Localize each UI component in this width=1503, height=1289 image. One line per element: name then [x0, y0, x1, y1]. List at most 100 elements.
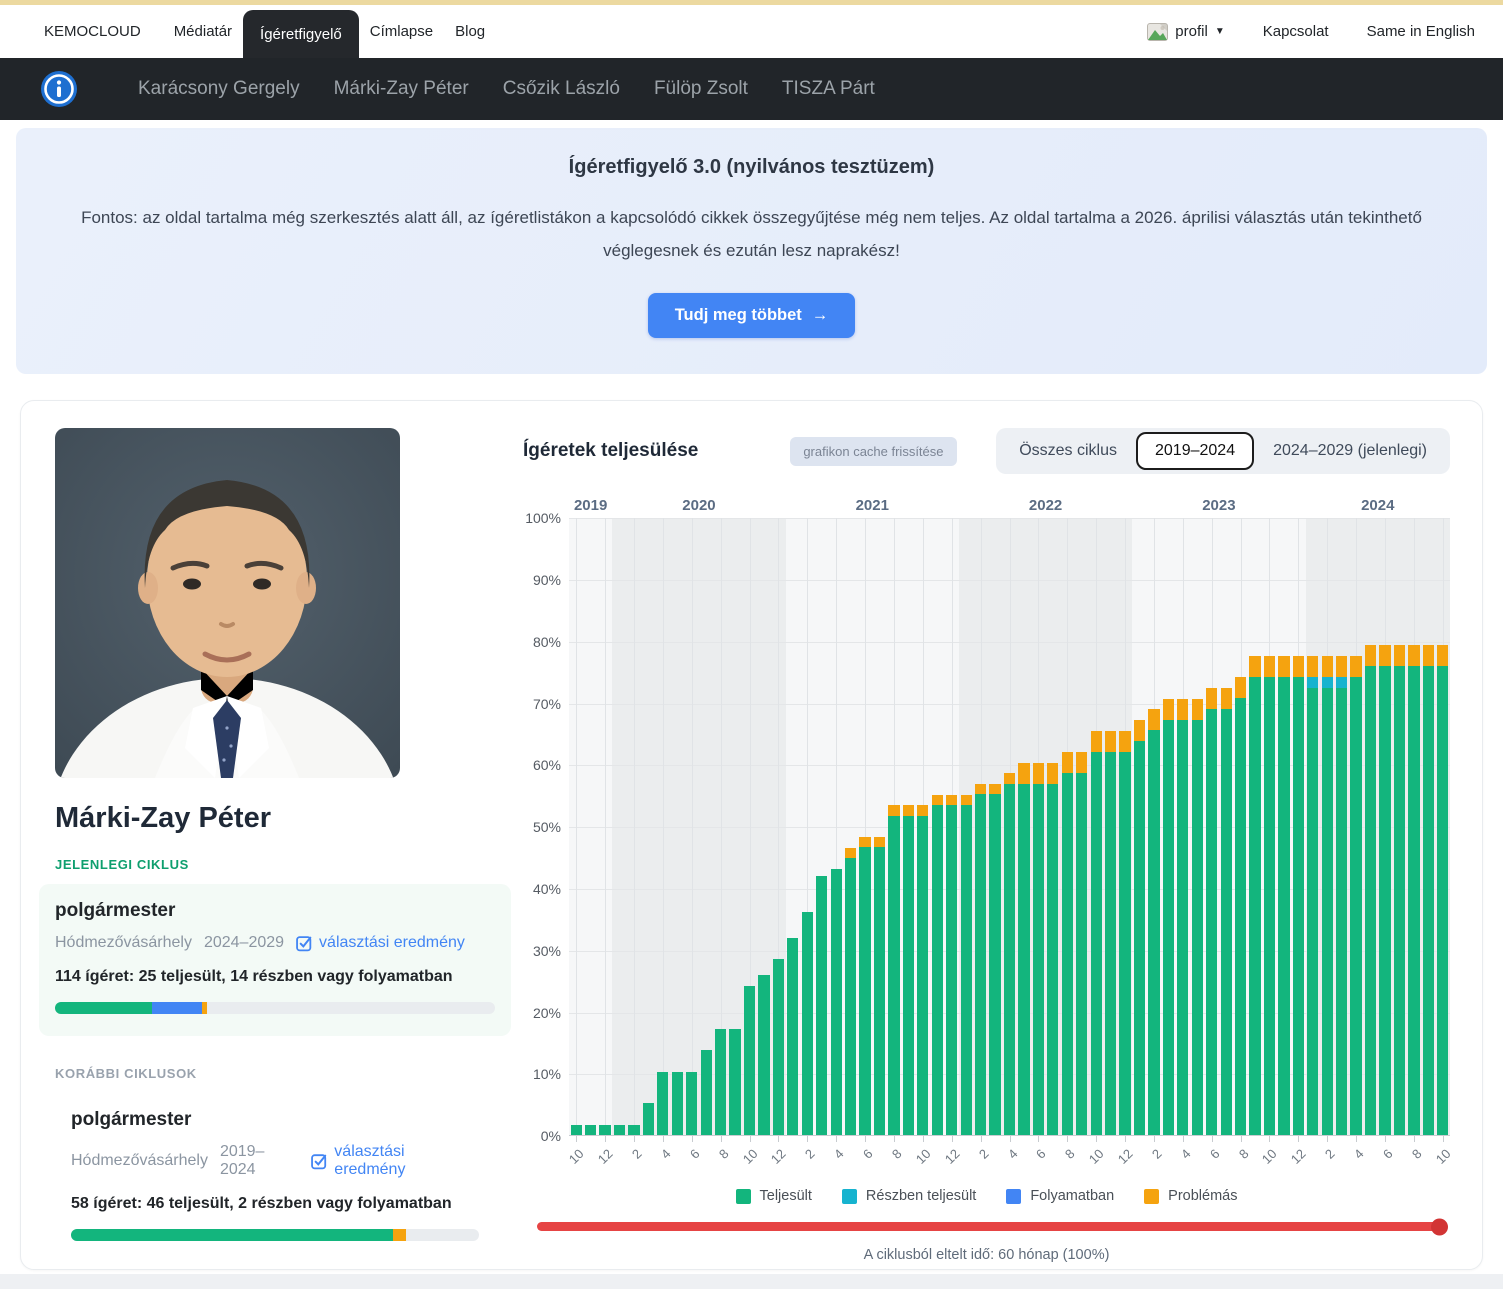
bar-segment — [1292, 677, 1304, 1136]
bar-month-10 — [1263, 656, 1276, 1136]
bar-segment — [1263, 656, 1276, 678]
bar-month-6 — [1379, 645, 1391, 1136]
topbar-item-ígéretfigyelő[interactable]: Ígéretfigyelő — [243, 10, 359, 58]
x-tick — [662, 1136, 664, 1143]
bar-segment — [902, 815, 915, 1136]
bar-segment — [1003, 783, 1016, 1136]
slider-handle[interactable] — [1431, 1218, 1448, 1236]
x-tick — [633, 1136, 635, 1143]
bar-month-11 — [1104, 730, 1117, 1136]
city: Hódmezővásárhely — [71, 1152, 208, 1170]
bar-month-10 — [1090, 730, 1102, 1136]
portrait-photo — [55, 428, 400, 779]
bar-month-8 — [1408, 645, 1420, 1136]
bar-segment — [888, 805, 900, 816]
bar-segment — [642, 1103, 655, 1136]
tab-2019-2024[interactable]: 2019–2024 — [1136, 432, 1255, 471]
bar-segment — [989, 783, 1001, 795]
arrow-right-icon: → — [811, 306, 829, 325]
period: 2019–2024 — [219, 1143, 265, 1179]
bar-segment — [1148, 730, 1160, 1136]
x-tick-label: 12 — [941, 1146, 963, 1168]
bar-segment — [1321, 677, 1333, 688]
chart-title: Ígéretek teljesülése — [523, 440, 699, 462]
legend-item-folyamatban[interactable]: Folyamatban — [1006, 1188, 1114, 1204]
x-tick-label: 8 — [888, 1146, 905, 1163]
bar-month-5 — [1364, 645, 1377, 1136]
nav-link-tisza-p-rt[interactable]: TISZA Párt — [781, 78, 875, 99]
bar-segment — [585, 1124, 597, 1136]
x-tick — [576, 1136, 578, 1143]
nav-link-m-rki-zay-p-ter[interactable]: Márki-Zay Péter — [333, 78, 469, 99]
bar-segment — [1336, 677, 1348, 688]
bar-month-1 — [1307, 656, 1319, 1136]
bar-month-5 — [1018, 762, 1030, 1136]
profil-menu[interactable]: profil ▼ — [1147, 22, 1225, 41]
bar-segment — [657, 1071, 669, 1136]
tab--sszes-ciklus[interactable]: Összes ciklus — [1019, 442, 1117, 460]
legend-item-r-szben-teljes-lt[interactable]: Részben teljesült — [841, 1188, 976, 1204]
bar-month-9 — [1076, 752, 1088, 1136]
bar-segment — [873, 836, 886, 848]
year-label-2019: 2019 — [573, 497, 608, 515]
bar-month-11 — [585, 1124, 597, 1136]
election-result-link[interactable]: választási eredmény — [296, 934, 465, 952]
person-name: Márki-Zay Péter — [55, 802, 271, 835]
topbar-item-blog[interactable]: Blog — [455, 23, 486, 40]
topbar-link-kapcsolat[interactable]: Kapcsolat — [1262, 23, 1329, 40]
bar-month-8 — [888, 805, 900, 1136]
bar-segment — [613, 1124, 626, 1136]
nav-link-cs-zik-l-szl-[interactable]: Csőzik László — [502, 78, 620, 99]
progress-segment — [55, 1002, 152, 1015]
y-tick-label: 80% — [532, 633, 561, 650]
gridline — [807, 518, 809, 1136]
bar-segment — [1379, 645, 1391, 667]
x-tick-label: 10 — [1432, 1146, 1454, 1168]
legend-item-probl-m-s[interactable]: Problémás — [1144, 1188, 1237, 1204]
bar-month-3 — [642, 1103, 655, 1136]
topbar-link-english[interactable]: Same in English — [1366, 23, 1475, 40]
bar-segment — [1336, 687, 1348, 1136]
bar-month-5 — [1191, 698, 1203, 1136]
bar-month-11 — [758, 975, 770, 1136]
bar-segment — [1249, 677, 1261, 1136]
bar-segment — [1408, 645, 1420, 667]
bar-segment — [888, 815, 900, 1136]
bar-segment — [1336, 656, 1348, 678]
nav-link-f-l-p-zsolt[interactable]: Fülöp Zsolt — [653, 78, 748, 99]
nav-link-kar-csony-gergely[interactable]: Karácsony Gergely — [138, 78, 300, 99]
bar-segment — [1191, 719, 1203, 1136]
current-cycle-card: polgármester Hódmezővásárhely 2024–2029 … — [39, 884, 511, 1037]
refresh-cache-button[interactable]: grafikon cache frissítése — [790, 436, 957, 466]
brand-kemocloud[interactable]: KEMOCLOUD — [44, 23, 141, 40]
x-tick — [865, 1136, 867, 1143]
bar-segment — [1177, 719, 1189, 1136]
x-tick-label: 2 — [975, 1146, 992, 1163]
bar-segment — [844, 858, 857, 1136]
tab-2024-2029-jelenlegi-[interactable]: 2024–2029 (jelenlegi) — [1273, 442, 1427, 460]
info-icon[interactable] — [40, 70, 78, 108]
legend-item-teljes-lt[interactable]: Teljesült — [735, 1188, 812, 1204]
x-tick-label: 4 — [1177, 1146, 1194, 1163]
legend-swatch — [841, 1188, 857, 1204]
election-result-link[interactable]: választási eredmény — [311, 1143, 479, 1179]
bar-segment — [917, 815, 929, 1136]
bar-segment — [1003, 773, 1016, 784]
bar-segment — [1032, 762, 1044, 784]
time-slider[interactable] — [537, 1218, 1448, 1236]
bar-month-7 — [1220, 687, 1232, 1136]
learn-more-button[interactable]: Tudj meg többet → — [647, 293, 856, 339]
topbar-item-médiatár[interactable]: Médiatár — [173, 23, 233, 40]
x-tick-label: 4 — [1350, 1146, 1367, 1163]
politician-navbar: Karácsony Gergely Márki-Zay Péter Csőzik L… — [0, 58, 1503, 120]
bar-month-6 — [859, 836, 871, 1136]
progress-segment — [71, 1229, 393, 1242]
gridline — [662, 518, 664, 1136]
slider-caption: A ciklusból eltelt idő: 60 hónap (100%) — [863, 1247, 1110, 1264]
bar-month-2 — [801, 911, 813, 1136]
bar-segment — [902, 805, 915, 816]
bar-month-3 — [989, 783, 1001, 1136]
x-tick — [980, 1136, 982, 1143]
topbar-item-címlapse[interactable]: Címlapse — [369, 23, 434, 40]
promise-summary: 58 ígéret: 46 teljesült, 2 részben vagy … — [71, 1195, 452, 1213]
